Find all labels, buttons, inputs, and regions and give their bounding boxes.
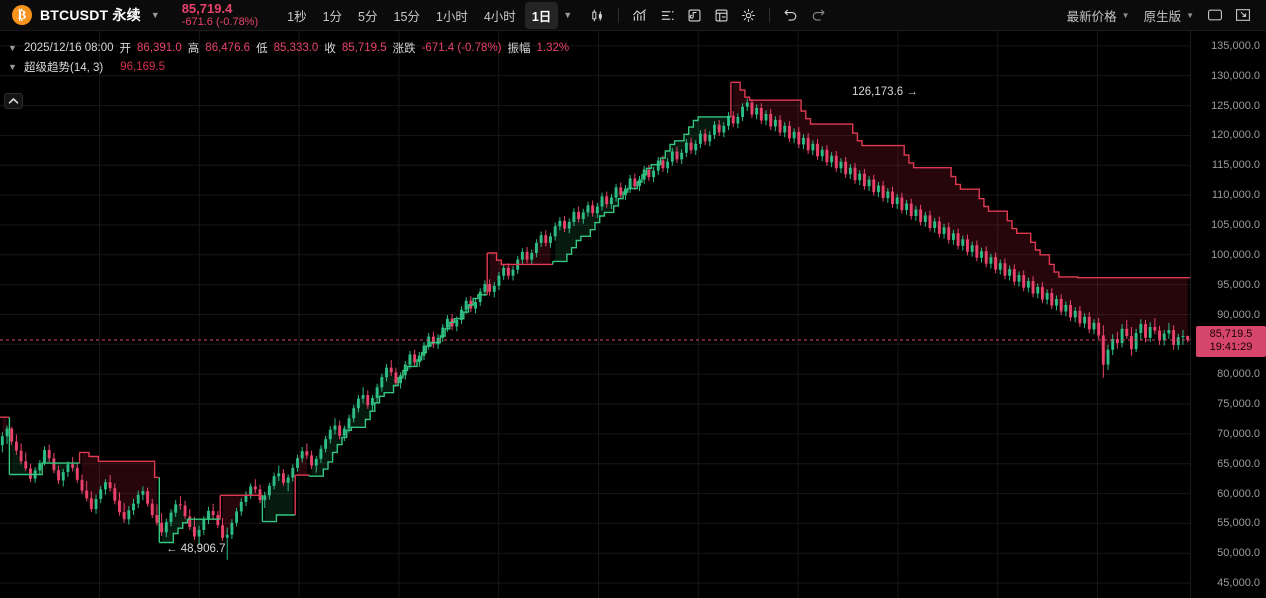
indicator-name: 超级趋势(14, 3) <box>24 61 104 74</box>
symbol-name: BTCUSDT 永续 <box>40 7 141 23</box>
period-low-annotation: ← 48,906.7 <box>166 543 226 555</box>
countdown-timer: 19:41:29 <box>1209 341 1253 353</box>
chevron-down-icon[interactable]: ▼ <box>150 10 160 20</box>
price-axis-label: 130,000.0 <box>1211 69 1260 82</box>
render-mode-dropdown[interactable]: 原生版 ▼ <box>1138 2 1200 29</box>
pane-collapse-button[interactable] <box>4 93 23 109</box>
symbol-selector[interactable]: ₿ BTCUSDT 永续 ▼ <box>0 5 160 25</box>
price-axis-label: 95,000.0 <box>1217 278 1260 291</box>
candlestick-type-icon[interactable] <box>584 3 610 27</box>
price-axis-label: 120,000.0 <box>1211 129 1260 142</box>
price-axis-label: 100,000.0 <box>1211 248 1260 261</box>
ohlc-change-label: 涨跌 <box>392 42 416 55</box>
ohlc-open-value: 86,391.0 <box>137 41 182 54</box>
price-change: -671.6 (-0.78%) <box>181 16 259 29</box>
supertrend-line <box>0 81 1190 544</box>
price-axis-label: 115,000.0 <box>1211 159 1260 172</box>
ohlc-close-label: 收 <box>324 42 336 55</box>
undo-icon[interactable] <box>778 3 804 27</box>
render-mode-label: 原生版 <box>1143 9 1182 24</box>
redo-icon[interactable] <box>805 3 831 27</box>
ohlc-high-value: 86,476.6 <box>205 41 251 54</box>
grid-lines <box>0 31 1190 598</box>
timeframe-1m[interactable]: 1分 <box>322 9 343 24</box>
timeframe-1h[interactable]: 1小时 <box>435 9 468 24</box>
fullscreen-icon[interactable] <box>1230 3 1256 27</box>
drawing-tools-icon[interactable] <box>681 3 707 27</box>
toolbar-divider-2 <box>769 7 771 23</box>
price-axis-label: 80,000.0 <box>1217 368 1260 381</box>
indicators-icon[interactable] <box>627 3 653 27</box>
price-axis-label: 45,000.0 <box>1217 577 1260 590</box>
ohlc-high-label: 高 <box>187 42 200 55</box>
period-high-annotation: 126,173.6 → <box>852 86 918 98</box>
price-axis-label: 125,000.0 <box>1211 99 1260 112</box>
ohlc-close-value: 85,719.5 <box>341 41 387 54</box>
screenshot-icon[interactable] <box>1202 3 1228 27</box>
price-mode-label: 最新价格 <box>1066 9 1117 24</box>
ohlc-amplitude-label: 振幅 <box>507 42 531 55</box>
price-axis-label: 110,000.0 <box>1211 189 1260 202</box>
price-axis-label: 55,000.0 <box>1217 517 1260 530</box>
ohlc-open-label: 开 <box>119 42 132 55</box>
price-axis-label: 75,000.0 <box>1217 398 1260 410</box>
price-axis-label: 70,000.0 <box>1217 427 1260 440</box>
header-right-controls: 最新价格 ▼ 原生版 ▼ <box>1061 2 1266 29</box>
indicator-value: 96,169.5 <box>120 60 166 73</box>
chart-legend: ▼ 2025/12/16 08:00 开 86,391.0 高 86,476.6… <box>8 38 569 76</box>
indicator-legend-row: ▼ 超级趋势(14, 3) 96,169.5 <box>8 57 569 76</box>
candlestick-chart[interactable] <box>0 31 1190 598</box>
indicator-collapse-chevron-icon[interactable]: ▼ <box>8 61 17 72</box>
timeframe-5m[interactable]: 5分 <box>358 9 378 24</box>
price-axis-label: 65,000.0 <box>1217 457 1260 470</box>
timeframe-more-chevron-icon[interactable]: ▼ <box>563 10 573 20</box>
current-price-badge: 85,719.5 19:41:29 <box>1196 326 1266 357</box>
chevron-down-icon: ▼ <box>1121 10 1130 20</box>
timeframe-4h[interactable]: 4小时 <box>483 9 516 24</box>
chart-svg <box>0 31 1190 598</box>
current-price-value: 85,719.5 <box>1209 328 1253 340</box>
price-mode-dropdown[interactable]: 最新价格 ▼ <box>1061 2 1136 29</box>
price-block: 85,719.4 -671.6 (-0.78%) <box>181 0 259 29</box>
timeframe-1s[interactable]: 1秒 <box>287 9 307 24</box>
toolbar-divider-1 <box>618 7 620 23</box>
price-axis[interactable]: 85,719.5 19:41:29 135,000.0 130,000.0 125,… <box>1190 31 1266 598</box>
templates-icon[interactable] <box>708 3 734 27</box>
indicator-list-icon[interactable] <box>654 3 680 27</box>
last-price: 85,719.4 <box>181 0 233 16</box>
ohlc-datetime: 2025/12/16 08:00 <box>24 41 114 54</box>
price-axis-label: 105,000.0 <box>1211 219 1260 231</box>
candles <box>0 98 1190 560</box>
price-axis-label: 60,000.0 <box>1217 487 1260 500</box>
timeframe-selector: 1秒 1分 5分 15分 1小时 4小时 1日 ▼ <box>280 1 578 29</box>
bitcoin-icon: ₿ <box>12 5 32 25</box>
ohlc-low-value: 85,333.0 <box>273 41 319 54</box>
chart-toolbar <box>584 3 831 27</box>
price-axis-label: 135,000.0 <box>1211 39 1260 52</box>
ohlc-change-value: -671.4 (-0.78%) <box>421 41 502 54</box>
chart-header: ₿ BTCUSDT 永续 ▼ 85,719.4 -671.6 (-0.78%) … <box>0 0 1266 31</box>
settings-gear-icon[interactable] <box>735 3 761 27</box>
ohlc-low-label: 低 <box>256 42 268 55</box>
timeframe-1d[interactable]: 1日 <box>524 1 559 29</box>
chevron-down-icon: ▼ <box>1186 10 1194 20</box>
ohlc-legend-row: ▼ 2025/12/16 08:00 开 86,391.0 高 86,476.6… <box>8 38 569 57</box>
ohlc-amplitude-value: 1.32% <box>536 41 570 54</box>
ohlc-collapse-chevron-icon[interactable]: ▼ <box>8 42 17 53</box>
price-axis-label: 90,000.0 <box>1217 308 1260 321</box>
price-axis-label: 50,000.0 <box>1217 547 1260 560</box>
supertrend-fill <box>2 82 1188 543</box>
timeframe-15m[interactable]: 15分 <box>393 9 420 24</box>
